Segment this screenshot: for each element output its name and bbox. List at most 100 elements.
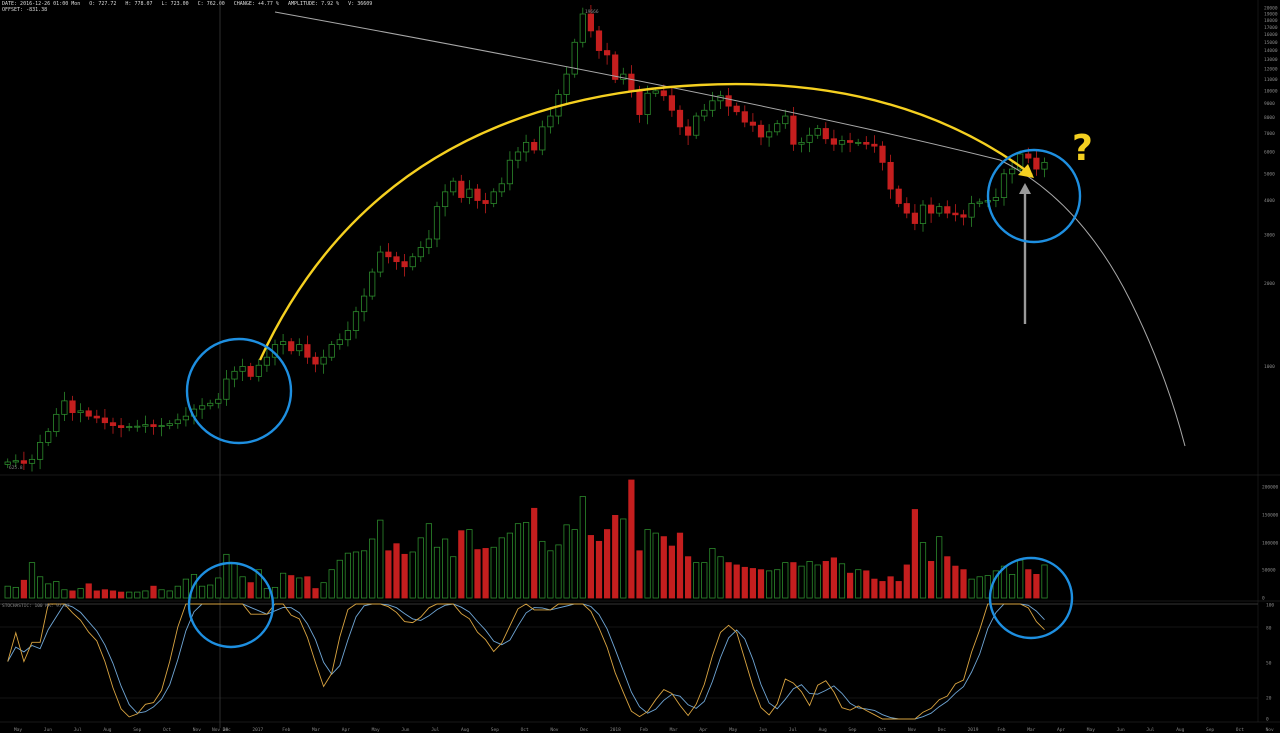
circle-2016-stoch (187, 561, 275, 649)
candle-body (539, 126, 546, 151)
volume-bar (814, 564, 821, 599)
time-tick-label: Apr (699, 727, 707, 733)
volume-bar (936, 536, 943, 599)
volume-bar (409, 551, 416, 599)
time-tick-label: Sep (1206, 727, 1214, 733)
volume-bar (377, 519, 384, 599)
time-tick-label: Sep (491, 727, 499, 733)
candle-body (531, 141, 538, 151)
volume-bar (604, 529, 611, 599)
time-tick-label: Oct (521, 727, 529, 733)
volume-bar (733, 564, 740, 599)
volume-bar (12, 586, 19, 599)
candle-body (118, 425, 125, 428)
stoch-tick-label: 80 (1266, 626, 1272, 632)
volume-bar (198, 585, 206, 599)
volume-tick-label: 150000 (1262, 513, 1279, 519)
candle-body (61, 400, 68, 415)
time-tick-label: Apr (1057, 727, 1065, 733)
candle-body (198, 405, 206, 410)
time-tick-label: Sep (848, 727, 856, 733)
candle-body (774, 123, 781, 133)
candle-body (20, 460, 28, 464)
candle-body (612, 54, 619, 80)
candle-body (239, 366, 246, 372)
volume-bar (101, 589, 108, 599)
volume-bar (490, 546, 497, 599)
candle-body (1009, 168, 1016, 175)
candle-body (377, 251, 384, 273)
volume-bar (709, 548, 716, 599)
volume-bar (685, 556, 692, 599)
candle-body (838, 140, 846, 145)
volume-bar (109, 590, 117, 599)
candle-body (571, 41, 578, 75)
volume-bar (223, 553, 230, 599)
volume-bar (928, 561, 935, 599)
candle-body (336, 339, 343, 346)
low-price-label: 625.8 (9, 465, 23, 471)
candle-body (1025, 153, 1032, 159)
candle-body (1033, 157, 1040, 170)
time-tick-label: Jun (759, 727, 767, 733)
volume-bar (539, 540, 546, 599)
candle-body (182, 415, 189, 421)
volume-bar (288, 575, 295, 599)
candle-body (441, 191, 449, 208)
volume-bar (806, 561, 813, 599)
candle-body (903, 203, 910, 214)
volume-bar (142, 590, 149, 599)
circle-2019-price (986, 148, 1082, 244)
volume-bar (458, 530, 465, 599)
time-tick-label: Jul (1146, 727, 1154, 733)
volume-bar (369, 538, 376, 599)
volume-bar (1000, 565, 1008, 599)
candle-body (968, 203, 975, 218)
circle-2019-stoch (988, 556, 1074, 640)
volume-bar (741, 566, 748, 599)
volume-bar (547, 550, 554, 599)
time-tick-label: Apr (342, 727, 350, 733)
offset-readout: OFFSET: -831.38 (2, 7, 48, 13)
stoch-d-line (7, 603, 1045, 720)
price-axis: 2000019000180001700016000150001400013000… (1262, 5, 1279, 722)
candle-body (685, 126, 692, 136)
candle-body (757, 124, 765, 138)
volume-bar (652, 532, 659, 599)
volume-bar (531, 507, 538, 599)
candle-body (814, 128, 821, 136)
price-tick-label: 12000 (1264, 67, 1278, 73)
time-tick-label: Aug (103, 727, 111, 733)
volume-bar (85, 583, 92, 599)
candle-body (450, 180, 457, 193)
candle-body (992, 197, 1000, 201)
candle-body (855, 141, 862, 144)
volume-bar (134, 591, 141, 599)
candle-body (401, 261, 408, 268)
volume-bar (425, 523, 433, 599)
volume-bar (482, 548, 489, 599)
volume-bar (182, 578, 189, 599)
time-tick-label: Mar (1027, 727, 1035, 733)
candle-body (636, 90, 643, 115)
volume-bar (514, 523, 522, 599)
stoch-tick-label: 0 (1266, 717, 1269, 723)
candle-body (587, 13, 595, 32)
candle-body (563, 73, 570, 95)
time-tick-label: May (372, 727, 380, 733)
volume-bar (879, 581, 886, 599)
candle-body (37, 442, 44, 460)
time-tick-label: Aug (819, 727, 827, 733)
volume-bar (20, 579, 28, 599)
price-tick-label: 5000 (1264, 171, 1275, 177)
candle-body (247, 366, 254, 377)
candle-body (255, 364, 262, 377)
yellow-arc-arrow (258, 82, 1033, 361)
candle-body (749, 121, 757, 126)
time-tick-label: Nov (550, 727, 558, 733)
volume-bar (360, 550, 368, 599)
volume-bar (126, 591, 133, 599)
volume-bar (757, 569, 765, 599)
time-tick-label: Nov (908, 727, 916, 733)
